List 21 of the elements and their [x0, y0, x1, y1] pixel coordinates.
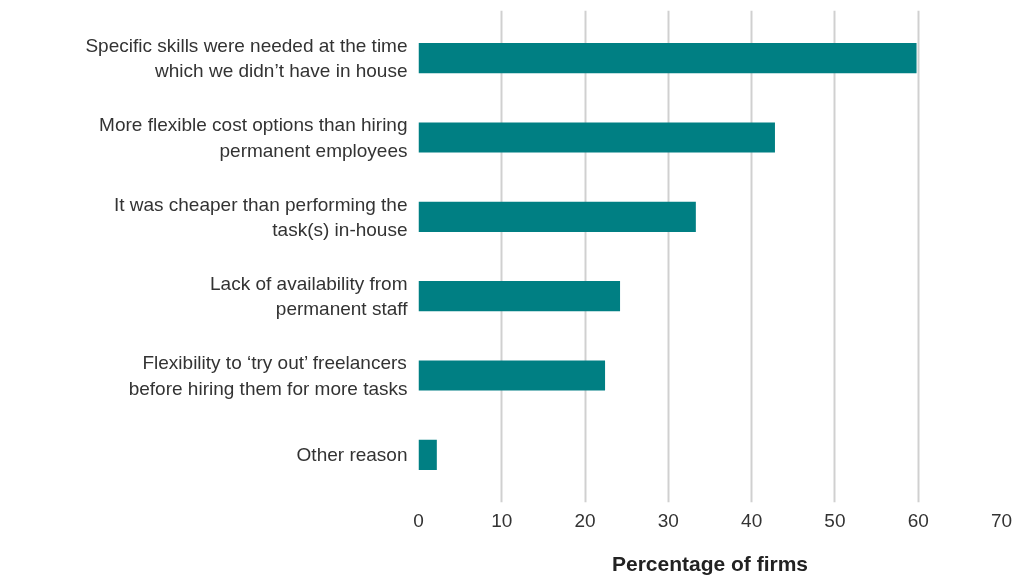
y-tick-label: Other reason — [296, 444, 408, 466]
x-tick-label: 70 — [990, 509, 1013, 531]
x-tick-label: 0 — [413, 509, 424, 531]
x-axis-title: Percentage of firms — [611, 551, 809, 575]
y-tick-label: Specific skills were needed at the time which we didn’t have in house — [85, 35, 408, 82]
x-tick-label: 10 — [491, 509, 513, 531]
y-tick-label: It was cheaper than performing the task(s) in-house — [113, 193, 408, 240]
bar — [418, 281, 621, 312]
x-tick-label: 60 — [907, 509, 929, 531]
bar — [418, 201, 696, 232]
x-tick-label: 50 — [824, 509, 846, 531]
y-tick-label: Flexibility to ‘try out’ freelancers before hiring them for more tasks — [128, 352, 408, 399]
bar — [418, 122, 775, 153]
bar — [418, 439, 437, 470]
x-tick-label: 20 — [574, 509, 596, 531]
x-tick-label: 30 — [657, 509, 679, 531]
bar — [418, 360, 606, 391]
x-tick-label: 40 — [741, 509, 763, 531]
bar — [418, 43, 917, 74]
y-tick-label: Lack of availability from permanent staff — [210, 273, 409, 320]
y-tick-label: More flexible cost options than hiring permanent employees — [99, 114, 408, 161]
